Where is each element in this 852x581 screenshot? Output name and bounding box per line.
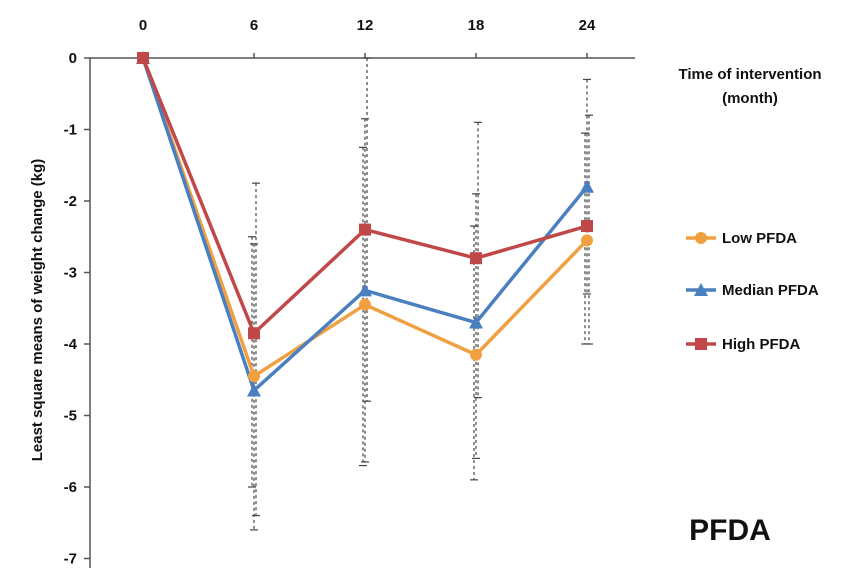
low-pfda-point: [581, 234, 593, 247]
high-pfda-point: [137, 52, 149, 64]
high-pfda-point: [470, 252, 482, 265]
median-pfda-point: [358, 283, 372, 297]
low-pfda-point: [470, 348, 482, 361]
y-tick-label: -6: [64, 479, 77, 496]
high-pfda-point: [248, 327, 260, 340]
y-tick-label: -2: [64, 193, 77, 210]
low-pfda-point: [359, 298, 371, 311]
x-ticks: 0 6 12 18 24: [139, 17, 596, 58]
chart-title: PFDA: [689, 514, 771, 547]
y-tick-label: -3: [64, 265, 77, 282]
legend-label-high-pfda: High PFDA: [722, 336, 800, 353]
high-pfda-point: [359, 223, 371, 236]
y-ticks: 0 -1 -2 -3 -4 -5 -6 -7: [64, 50, 90, 568]
legend: Low PFDA Median PFDA High PFDA: [686, 230, 819, 353]
legend-label-median-pfda: Median PFDA: [722, 282, 819, 299]
y-tick-label: -7: [64, 551, 77, 568]
high-pfda-point: [581, 220, 593, 233]
x-tick-label: 0: [139, 17, 147, 34]
y-tick-label: -1: [64, 122, 77, 139]
low-pfda-point: [248, 370, 260, 383]
x-tick-label: 12: [357, 17, 374, 34]
series-markers: [136, 51, 594, 397]
legend-marker-high-pfda: [695, 338, 707, 350]
median-pfda-point: [247, 383, 261, 397]
x-tick-label: 24: [579, 17, 596, 34]
median-pfda-point: [469, 315, 483, 329]
legend-label-low-pfda: Low PFDA: [722, 230, 797, 247]
error-bars: [248, 57, 593, 531]
legend-marker-low-pfda: [695, 232, 707, 244]
y-tick-label: 0: [69, 50, 77, 67]
x-axis-title-line2: (month): [722, 90, 778, 107]
y-axis-title: Least square means of weight change (kg): [29, 159, 46, 462]
y-tick-label: -4: [64, 336, 78, 353]
median-pfda-point: [580, 179, 594, 193]
y-tick-label: -5: [64, 408, 77, 425]
x-axis-title-line1: Time of intervention: [678, 66, 821, 83]
x-tick-label: 18: [468, 17, 485, 34]
legend-marker-median-pfda: [694, 283, 708, 296]
x-tick-label: 6: [250, 17, 258, 34]
